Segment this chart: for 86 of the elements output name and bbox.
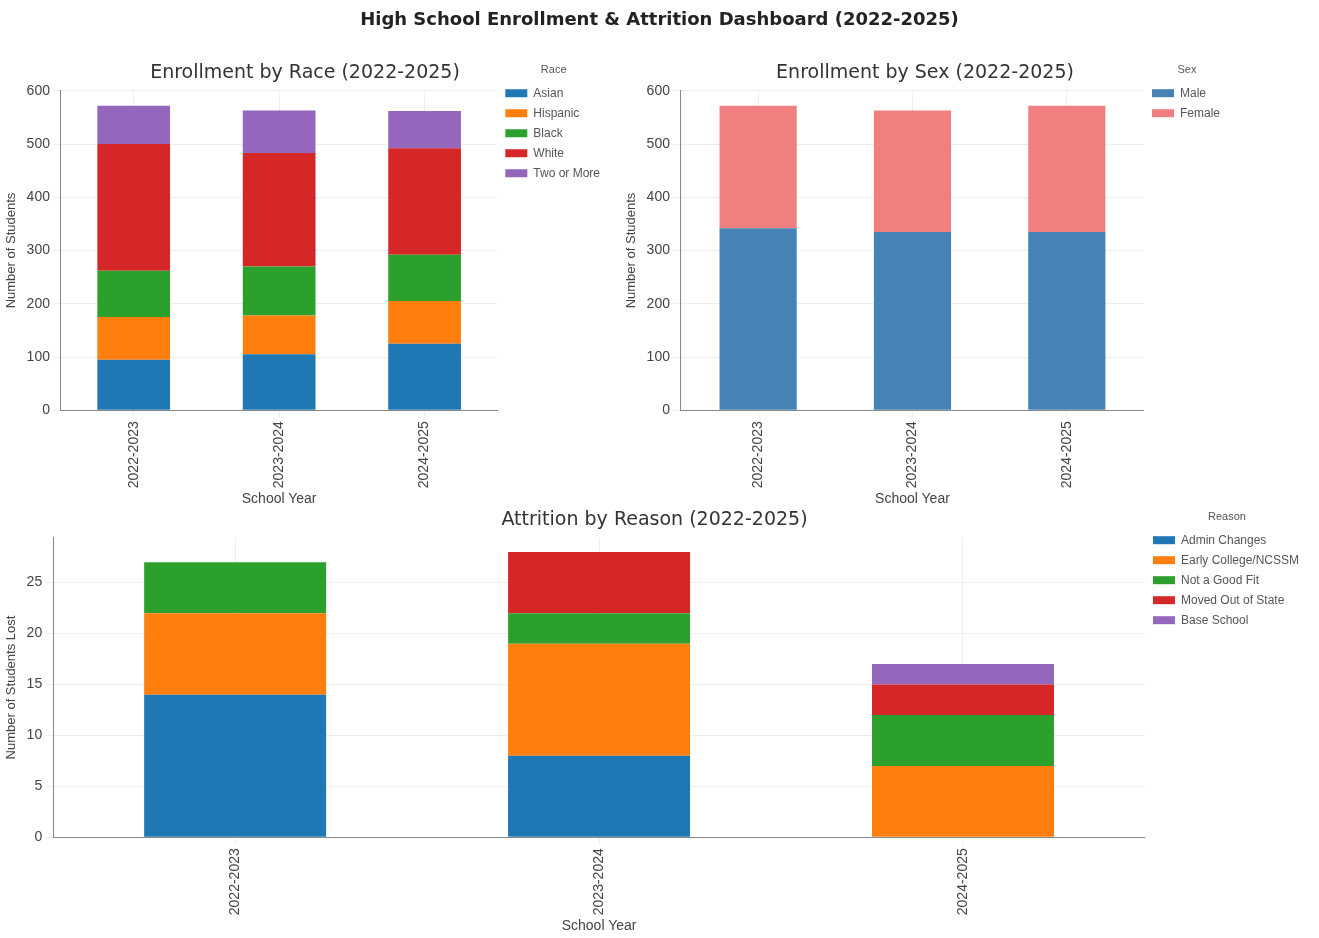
x-tick-label: 2024-2025	[415, 421, 432, 489]
y-tick-label: 0	[662, 401, 671, 418]
y-tick-label: 5	[34, 777, 43, 794]
bar	[388, 148, 461, 255]
legend-label: Male	[1179, 85, 1207, 100]
legend-label: Two or More	[533, 165, 601, 180]
chart-title: Enrollment by Sex (2022-2025)	[776, 60, 1074, 83]
y-tick-label: 15	[26, 675, 43, 692]
x-tick-label: 2022-2023	[226, 848, 242, 916]
bar	[97, 359, 171, 410]
y-tick-label: 0	[42, 401, 51, 418]
bar	[508, 755, 691, 837]
bar	[144, 694, 327, 837]
bar	[388, 254, 461, 302]
x-tick-label: 2024-2025	[1057, 421, 1074, 489]
bar	[1028, 231, 1106, 410]
legend-label: Moved Out of State	[1180, 592, 1285, 607]
bar	[872, 684, 1054, 716]
y-tick-label: 400	[646, 188, 671, 205]
bar	[872, 715, 1054, 766]
legend-title: Reason	[1208, 509, 1246, 522]
y-tick-label: 200	[646, 294, 671, 311]
y-tick-label: 300	[26, 241, 51, 258]
legend-label: Female	[1179, 105, 1221, 120]
x-tick-label: 2023-2024	[270, 421, 286, 489]
legend-label: Black	[533, 125, 564, 140]
legend-label: White	[533, 145, 565, 160]
y-tick-label: 200	[26, 294, 51, 311]
y-tick-label: 25	[26, 573, 43, 590]
bar	[719, 228, 797, 410]
y-tick-label: 20	[26, 624, 43, 641]
legend-label: Admin Changes	[1180, 532, 1267, 547]
legend-label: Base School	[1180, 612, 1249, 627]
legend-label: Not a Good Fit	[1180, 572, 1260, 587]
bar	[873, 110, 952, 232]
bar	[242, 354, 316, 410]
bar	[873, 231, 952, 410]
bar	[508, 613, 691, 644]
bar	[508, 643, 691, 756]
bar	[388, 343, 461, 410]
y-tick-label: 600	[26, 81, 51, 98]
chart-title: Attrition by Reason (2022-2025)	[501, 507, 808, 530]
bar	[388, 111, 461, 149]
bar	[242, 266, 316, 316]
bar	[97, 317, 171, 360]
x-tick-label: 2024-2025	[953, 848, 970, 916]
legend-title: Race	[540, 62, 567, 75]
y-axis-title: Number of Students	[3, 192, 19, 309]
y-tick-label: 500	[646, 134, 671, 151]
bar	[508, 552, 691, 614]
y-axis-title: Number of Students Lost	[3, 615, 19, 760]
x-tick-label: 2022-2023	[748, 421, 765, 489]
y-tick-label: 0	[34, 828, 43, 845]
y-tick-label: 300	[646, 241, 671, 258]
bar	[872, 765, 1054, 837]
x-tick-label: 2023-2024	[589, 848, 606, 916]
bar	[719, 105, 797, 229]
text: High School Enrollment & Attrition Dashboard (2022-2025)	[359, 8, 960, 29]
y-tick-label: 10	[26, 726, 43, 743]
bar	[242, 315, 316, 355]
chart-title: Enrollment by Race (2022-2025)	[150, 60, 460, 83]
bar	[144, 613, 327, 695]
y-tick-label: 600	[646, 81, 671, 98]
y-tick-label: 500	[26, 134, 51, 151]
y-axis-title: Number of Students	[623, 192, 639, 309]
y-tick-label: 400	[26, 188, 51, 205]
legend-label: Hispanic	[533, 105, 580, 120]
bar	[1028, 105, 1106, 232]
bar	[97, 270, 171, 318]
legend-label: Early College/NCSSM	[1180, 552, 1300, 567]
bar	[388, 301, 461, 344]
y-tick-label: 100	[26, 347, 51, 364]
x-axis-title: School Year	[241, 490, 317, 507]
x-axis-title: School Year	[561, 917, 637, 934]
bar	[97, 105, 171, 145]
bar	[872, 664, 1054, 685]
x-tick-label: 2022-2023	[124, 421, 141, 489]
legend-label: Asian	[533, 85, 564, 100]
bar	[242, 110, 316, 154]
bar	[242, 153, 316, 267]
bar	[97, 144, 171, 271]
bar	[144, 562, 327, 614]
legend-title: Sex	[1177, 62, 1197, 75]
x-axis-title: School Year	[875, 490, 951, 507]
y-tick-label: 100	[646, 347, 671, 364]
x-tick-label: 2023-2024	[903, 421, 920, 489]
